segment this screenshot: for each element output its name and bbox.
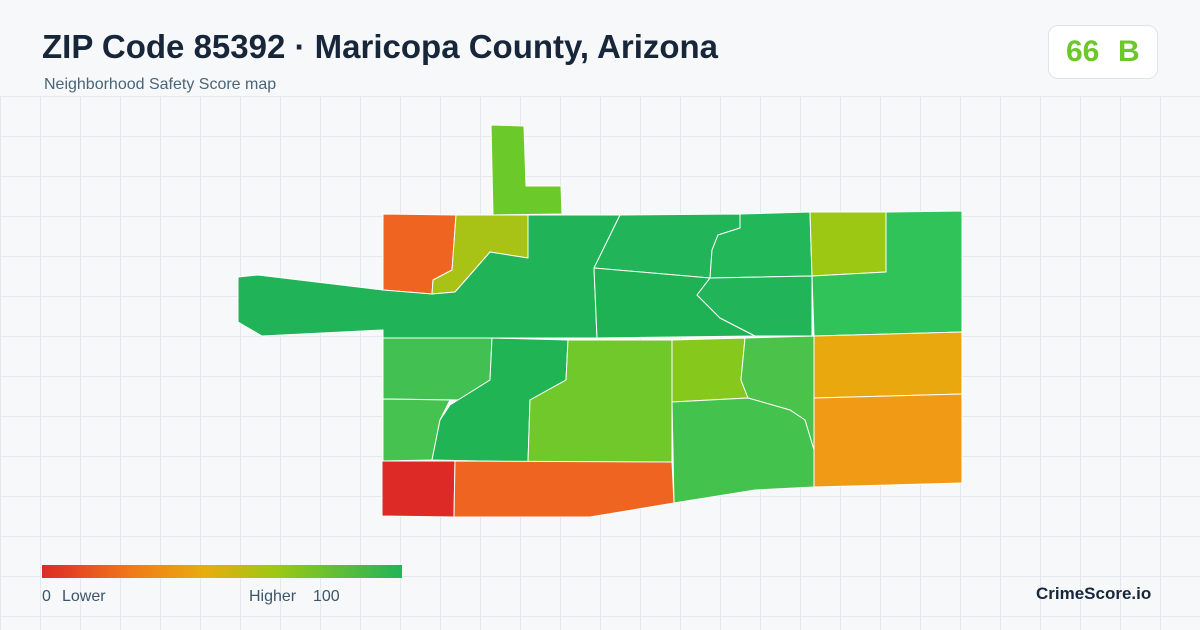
subtitle: Neighborhood Safety Score map [44, 76, 277, 93]
zip-area [453, 460, 675, 518]
score-badge: 66 B [1048, 25, 1158, 79]
legend-min: 0 [42, 588, 51, 605]
legend-max: 100 [313, 588, 340, 605]
zip-area [813, 331, 963, 399]
header-band [0, 0, 1200, 96]
zip-area [671, 337, 749, 403]
title: ZIP Code 85392 · Maricopa County, Arizon… [42, 28, 719, 65]
zip-area [490, 124, 563, 216]
zip-area [381, 460, 456, 518]
zip-area [813, 393, 963, 488]
brand: CrimeScore.io [1036, 584, 1152, 603]
legend-max-label: Higher [249, 588, 297, 605]
score-value: 66 [1066, 35, 1100, 68]
zip-area [671, 397, 815, 504]
score-grade: B [1118, 35, 1140, 68]
legend-gradient [42, 565, 402, 578]
zip-area [809, 211, 887, 277]
legend-min-label: Lower [62, 588, 106, 605]
zip-area [237, 214, 621, 339]
